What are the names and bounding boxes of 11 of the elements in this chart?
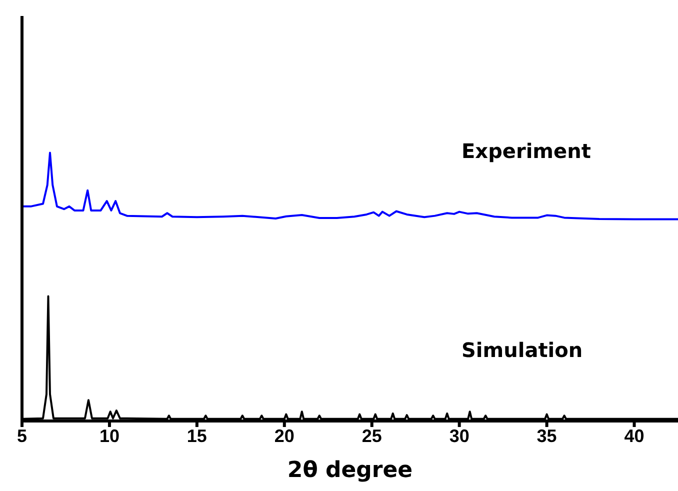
x-tick-label: 40 xyxy=(624,426,644,446)
x-axis-title: 2θ degree xyxy=(287,458,413,483)
x-tick-label: 10 xyxy=(99,426,120,446)
x-tick-label: 15 xyxy=(186,426,207,446)
text: Simulation xyxy=(462,338,583,362)
text: Experiment xyxy=(462,138,591,163)
x-tick-label: 30 xyxy=(449,426,470,446)
x-tick-label: 35 xyxy=(536,426,557,446)
x-tick-label: 5 xyxy=(16,426,28,446)
x-tick-label: 25 xyxy=(362,426,382,446)
x-tick-label: 20 xyxy=(274,426,294,446)
